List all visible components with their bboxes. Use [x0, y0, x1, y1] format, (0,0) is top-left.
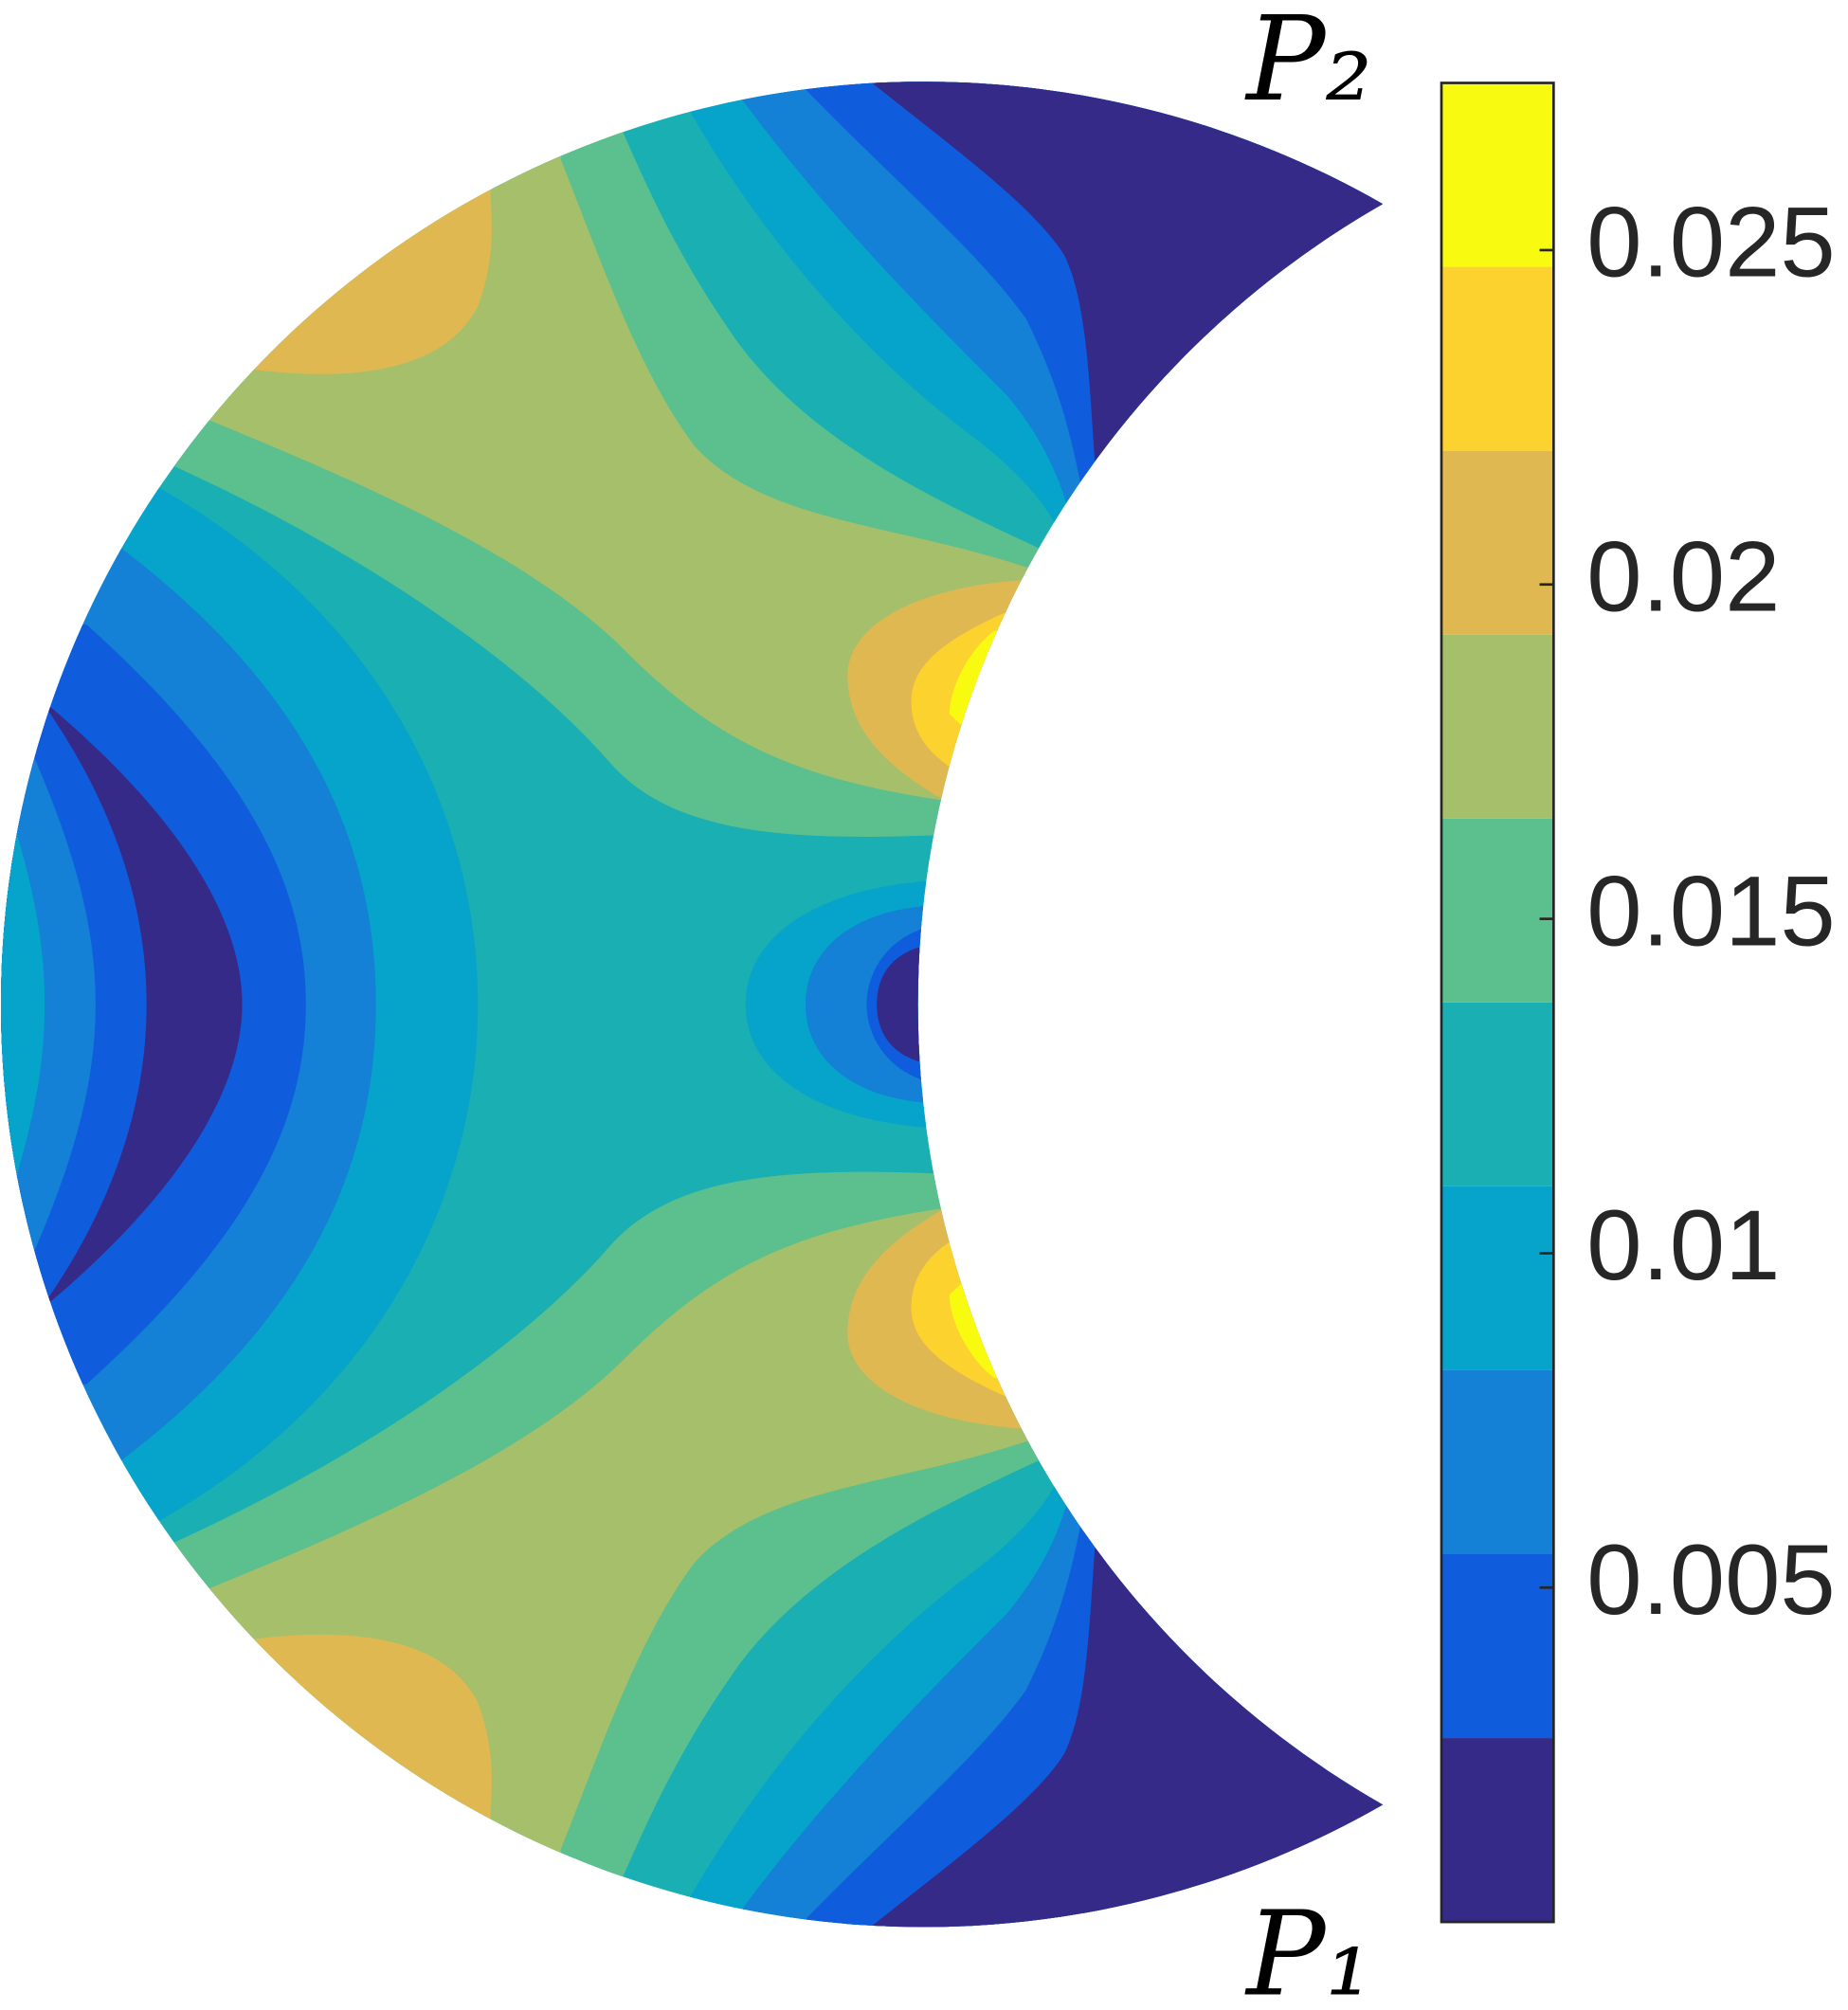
colorbar-band — [1441, 266, 1554, 451]
colorbar-band — [1441, 634, 1554, 819]
tick-label: 0.01 — [1586, 1190, 1780, 1301]
colorbar-band — [1441, 1369, 1554, 1554]
annotation: P₂ — [1244, 0, 1372, 128]
colorbar-band — [1441, 450, 1554, 635]
colorbar-band — [1441, 82, 1554, 267]
contour-region — [949, 630, 1148, 730]
colorbar-band — [1441, 1002, 1554, 1186]
tick-label: 0.005 — [1586, 1525, 1835, 1636]
colorbar-band — [1441, 1738, 1554, 1923]
colorbar: 0.005 0.01 0.015 0.02 0.025 — [1440, 81, 1836, 1924]
contour-region — [877, 943, 1148, 1066]
tick-label: 0.015 — [1586, 856, 1835, 967]
tick-label: 0.025 — [1586, 188, 1835, 299]
annotation: P₁ — [1244, 1887, 1372, 2010]
tick-label: 0.02 — [1586, 521, 1780, 632]
colorbar-band — [1441, 1553, 1554, 1739]
colorbar-band — [1441, 1186, 1554, 1370]
colorbar-band — [1441, 818, 1554, 1003]
contour-field — [0, 81, 1384, 1928]
contour-region — [805, 904, 1148, 1104]
colorbar-frame — [1440, 81, 1555, 1924]
contour-region — [0, 81, 492, 374]
